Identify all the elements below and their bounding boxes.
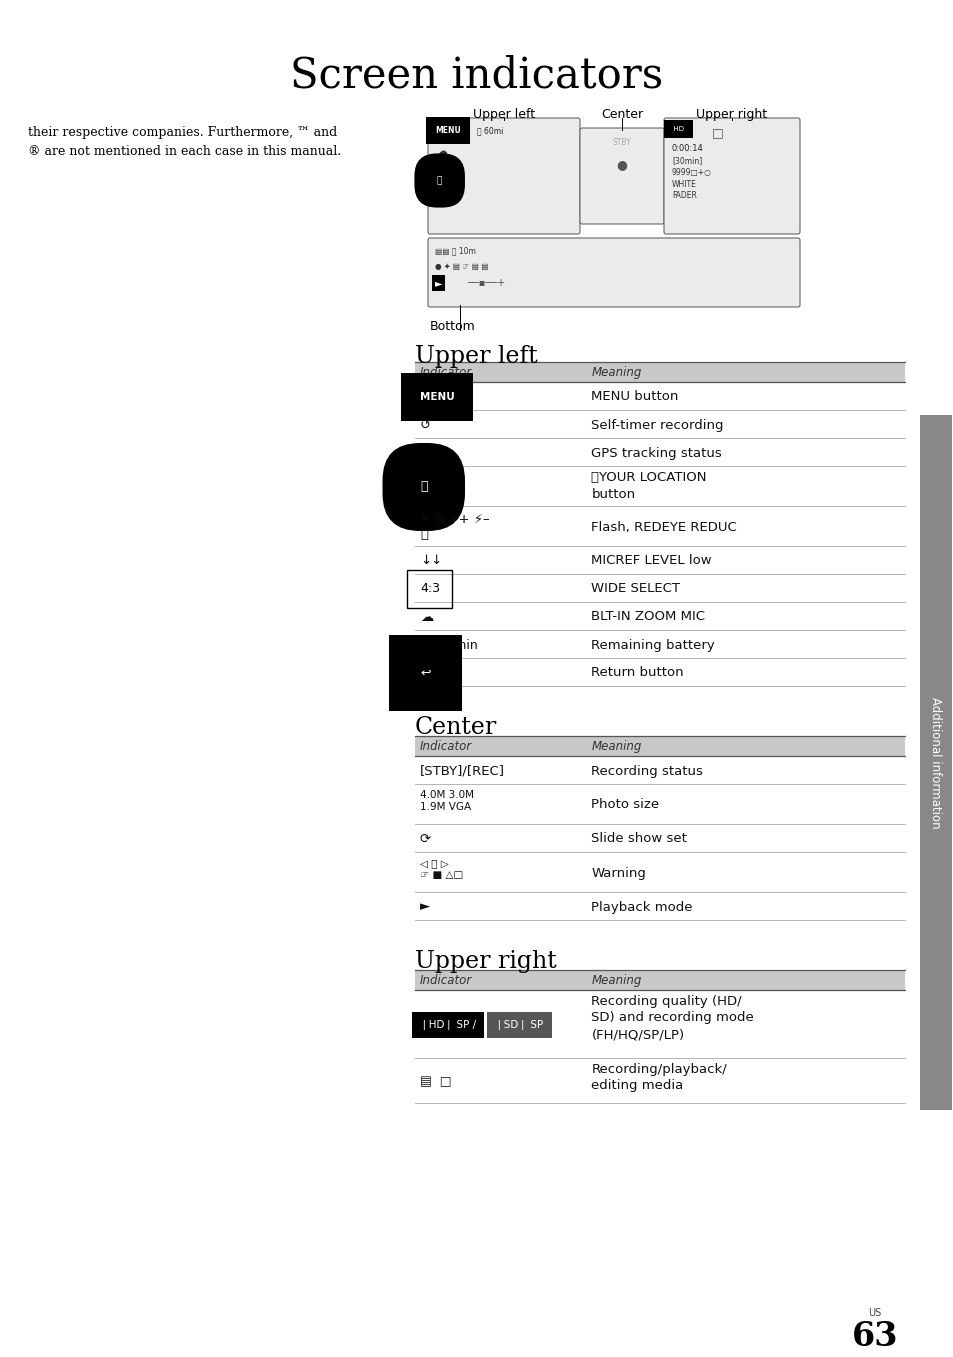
Text: Remaining battery: Remaining battery bbox=[591, 639, 715, 651]
Text: Photo size: Photo size bbox=[591, 798, 659, 811]
Text: ▤▤ ⓙ 10m: ▤▤ ⓙ 10m bbox=[435, 246, 476, 255]
Text: ● ✦ ▤ ☞ ▤ ▤: ● ✦ ▤ ☞ ▤ ▤ bbox=[435, 262, 488, 271]
Text: ☁: ☁ bbox=[419, 611, 433, 623]
Text: ❘SD❘ SP: ❘SD❘ SP bbox=[495, 1020, 542, 1030]
FancyBboxPatch shape bbox=[579, 128, 663, 224]
Text: MENU button: MENU button bbox=[591, 391, 679, 403]
FancyBboxPatch shape bbox=[663, 118, 800, 233]
Text: Self-timer recording: Self-timer recording bbox=[591, 418, 723, 432]
Text: Warning: Warning bbox=[591, 867, 646, 879]
Text: ⟳: ⟳ bbox=[419, 832, 431, 845]
Text: ──▪──+: ──▪──+ bbox=[467, 278, 504, 288]
Text: [30min]: [30min] bbox=[671, 156, 701, 166]
Text: WHITE: WHITE bbox=[671, 180, 696, 189]
Text: WIDE SELECT: WIDE SELECT bbox=[591, 582, 679, 596]
Text: Upper left: Upper left bbox=[473, 109, 535, 121]
Text: HD: HD bbox=[669, 126, 687, 132]
Text: Indicator: Indicator bbox=[419, 974, 472, 987]
Text: ↓↓: ↓↓ bbox=[419, 555, 442, 567]
Bar bbox=[415, 362, 904, 383]
Text: Indicator: Indicator bbox=[419, 366, 472, 379]
Text: ►: ► bbox=[435, 278, 442, 288]
Text: 4:3: 4:3 bbox=[419, 582, 439, 596]
Bar bbox=[415, 735, 904, 756]
Text: ✕││: ✕││ bbox=[419, 445, 447, 461]
Text: Screen indicators: Screen indicators bbox=[290, 56, 663, 96]
Text: 9999□+○: 9999□+○ bbox=[671, 168, 711, 176]
Text: ☁: ☁ bbox=[436, 147, 446, 156]
Text: ◼ 60 min: ◼ 60 min bbox=[419, 639, 477, 651]
Text: Indicator: Indicator bbox=[419, 740, 472, 753]
Text: ↺: ↺ bbox=[419, 418, 431, 432]
Text: Slide show set: Slide show set bbox=[591, 832, 687, 845]
Text: Recording/playback/
editing media: Recording/playback/ editing media bbox=[591, 1063, 726, 1092]
Text: Meaning: Meaning bbox=[591, 974, 641, 987]
Text: Return button: Return button bbox=[591, 666, 683, 680]
Text: ↩: ↩ bbox=[419, 666, 430, 680]
Bar bbox=[919, 415, 951, 1110]
Text: ❘HD❘ SP /: ❘HD❘ SP / bbox=[419, 1020, 476, 1030]
Text: ⚡ ◎ ⚡+ ⚡–
ⓘ: ⚡ ◎ ⚡+ ⚡– ⓘ bbox=[419, 513, 489, 541]
Text: Recording quality (HD/
SD) and recording mode
(FH/HQ/SP/LP): Recording quality (HD/ SD) and recording… bbox=[591, 995, 754, 1041]
Text: MENU: MENU bbox=[419, 392, 455, 402]
Text: ◁ Ⓢ ▷
☞ ■ △□: ◁ Ⓢ ▷ ☞ ■ △□ bbox=[419, 858, 463, 881]
Text: Additional information: Additional information bbox=[928, 696, 942, 828]
Text: Playback mode: Playback mode bbox=[591, 901, 692, 913]
Text: 4.0M 3.0M
1.9M VGA: 4.0M 3.0M 1.9M VGA bbox=[419, 790, 474, 813]
Text: ⓘ: ⓘ bbox=[436, 176, 442, 185]
Text: ●: ● bbox=[616, 157, 627, 171]
FancyBboxPatch shape bbox=[428, 118, 579, 233]
Text: Center: Center bbox=[415, 716, 497, 740]
Text: Upper left: Upper left bbox=[415, 345, 537, 368]
Text: FADER: FADER bbox=[671, 191, 696, 199]
Text: MENU: MENU bbox=[435, 126, 460, 134]
Text: GPS tracking status: GPS tracking status bbox=[591, 446, 721, 460]
Text: 0:00:14: 0:00:14 bbox=[671, 144, 703, 153]
Text: ⓙ 60mi: ⓙ 60mi bbox=[476, 126, 503, 134]
Text: Center: Center bbox=[600, 109, 642, 121]
Text: ⓘYOUR LOCATION
button: ⓘYOUR LOCATION button bbox=[591, 471, 706, 501]
Text: ►: ► bbox=[419, 901, 430, 913]
Text: BLT-IN ZOOM MIC: BLT-IN ZOOM MIC bbox=[591, 611, 705, 623]
Text: Meaning: Meaning bbox=[591, 366, 641, 379]
Text: □: □ bbox=[711, 126, 723, 138]
Text: ® are not mentioned in each case in this manual.: ® are not mentioned in each case in this… bbox=[28, 145, 341, 157]
Text: [STBY]/[REC]: [STBY]/[REC] bbox=[419, 764, 504, 778]
Text: ✕| ⚡: ✕| ⚡ bbox=[436, 160, 456, 170]
Text: Meaning: Meaning bbox=[591, 740, 641, 753]
Bar bbox=[415, 970, 904, 991]
Text: Flash, REDEYE REDUC: Flash, REDEYE REDUC bbox=[591, 521, 737, 533]
Text: US: US bbox=[867, 1308, 881, 1318]
Text: Upper right: Upper right bbox=[415, 950, 557, 973]
FancyBboxPatch shape bbox=[428, 237, 800, 307]
Text: MICREF LEVEL low: MICREF LEVEL low bbox=[591, 555, 711, 567]
Text: their respective companies. Furthermore, ™ and: their respective companies. Furthermore,… bbox=[28, 126, 337, 138]
Text: ⓘ: ⓘ bbox=[419, 480, 427, 494]
Text: Recording status: Recording status bbox=[591, 764, 702, 778]
Text: ▤  □: ▤ □ bbox=[419, 1075, 451, 1088]
Text: 63: 63 bbox=[851, 1320, 898, 1353]
Text: STBY: STBY bbox=[612, 138, 631, 147]
Text: Upper right: Upper right bbox=[696, 109, 767, 121]
Text: Bottom: Bottom bbox=[430, 320, 476, 332]
